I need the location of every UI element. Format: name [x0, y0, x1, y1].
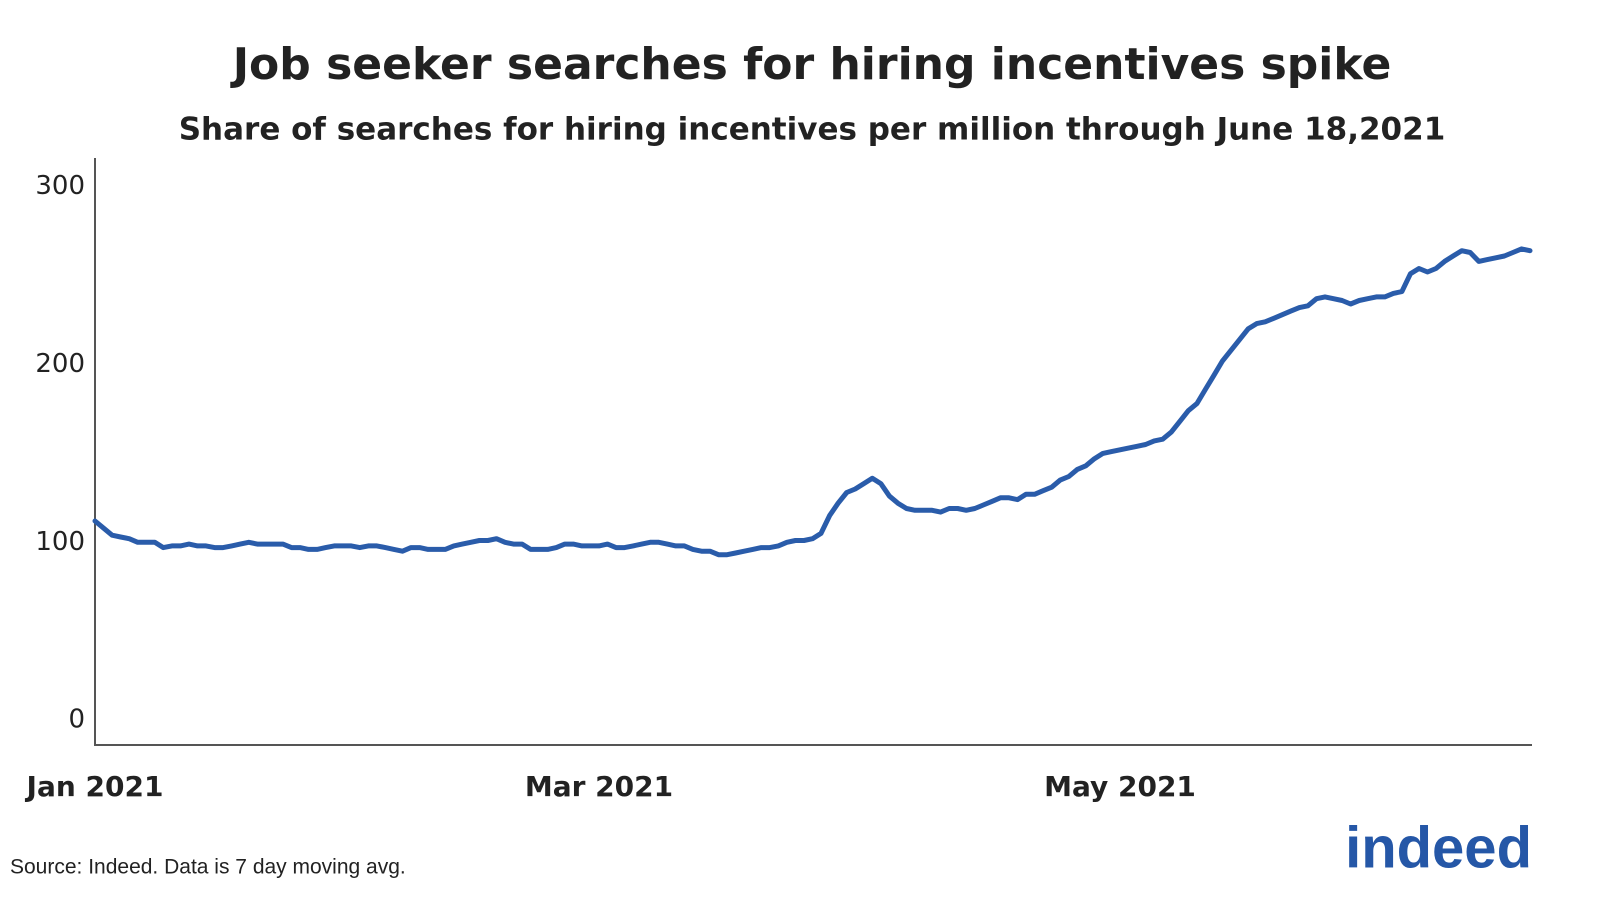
chart-subtitle: Share of searches for hiring incentives … [179, 112, 1446, 148]
y-tick-label: 0 [68, 705, 85, 735]
y-tick-label: 300 [35, 171, 85, 201]
data-line [92, 246, 1533, 558]
x-tick-label: Jan 2021 [25, 770, 164, 803]
logo: indeed [1345, 815, 1532, 880]
source-note: Source: Indeed. Data is 7 day moving avg… [10, 856, 406, 879]
x-tick-label: Mar 2021 [525, 770, 673, 803]
chart-title: Job seeker searches for hiring incentive… [230, 39, 1392, 90]
x-tick-label: May 2021 [1044, 770, 1196, 803]
y-tick-label: 100 [35, 527, 85, 557]
y-tick-label: 200 [35, 349, 85, 379]
